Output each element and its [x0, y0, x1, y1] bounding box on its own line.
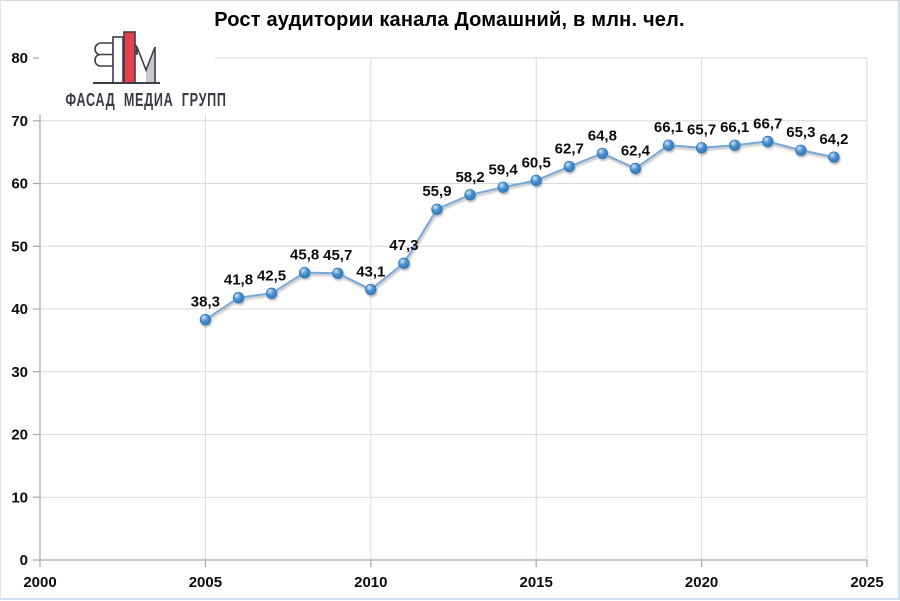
data-series — [199, 135, 840, 326]
x-tick-label: 2005 — [189, 574, 222, 591]
data-point-marker — [662, 139, 675, 151]
data-point-marker — [629, 162, 642, 175]
data-point-marker — [828, 151, 840, 163]
y-tick-label: 30 — [11, 364, 28, 381]
data-point-marker — [365, 283, 377, 296]
data-point-label: 62,7 — [555, 141, 584, 158]
data-point-label: 66,1 — [654, 119, 683, 136]
data-point-marker — [762, 135, 774, 148]
y-tick-label: 70 — [11, 113, 28, 130]
data-point-label: 66,1 — [720, 119, 749, 136]
y-tick-label: 80 — [11, 50, 28, 67]
chart-line — [204, 140, 835, 321]
gridlines — [40, 57, 868, 560]
data-point-labels: 38,341,8 42,545,8 45,743,147,3 55,958,2 59,4… — [191, 115, 849, 310]
axes — [33, 57, 868, 567]
chart-title: Рост аудитории канала Домашний, в млн. ч… — [214, 9, 685, 31]
data-point-label: 41,8 — [224, 272, 253, 289]
data-point-label: 66,7 — [753, 115, 782, 132]
y-tick-label: 10 — [11, 489, 28, 506]
y-tick-label: 50 — [11, 238, 28, 255]
y-tick-label: 20 — [11, 427, 28, 444]
x-tick-label: 2020 — [685, 574, 718, 591]
data-point-marker — [265, 287, 278, 299]
data-point-marker — [232, 292, 245, 304]
data-point-marker — [298, 266, 311, 279]
data-point-marker — [398, 257, 410, 269]
data-point-marker — [795, 144, 807, 156]
data-point-marker — [431, 203, 443, 215]
data-point-marker — [332, 267, 344, 279]
data-point-label: 60,5 — [522, 154, 551, 171]
data-point-label: 65,7 — [687, 122, 716, 139]
data-point-label: 55,9 — [422, 183, 451, 200]
logo-text: ФАСАД МЕДИА ГРУПП — [65, 90, 227, 110]
logo-monogram-icon — [93, 31, 160, 84]
x-tick-label: 2000 — [23, 574, 56, 591]
data-point-label: 45,8 — [290, 247, 319, 264]
x-tick-label: 2015 — [520, 574, 553, 591]
data-point-label: 62,4 — [621, 142, 651, 159]
data-point-marker — [464, 189, 476, 201]
x-tick-label: 2010 — [354, 574, 387, 591]
data-point-label: 45,7 — [323, 247, 352, 264]
data-point-marker — [563, 160, 575, 173]
data-point-label: 43,1 — [356, 264, 385, 281]
data-point-label: 58,2 — [455, 169, 484, 186]
data-point-label: 59,4 — [489, 161, 519, 178]
data-point-marker — [497, 181, 509, 193]
data-point-marker — [530, 174, 542, 187]
data-point-marker — [596, 147, 609, 160]
data-point-marker — [729, 139, 741, 151]
data-point-marker — [199, 314, 212, 326]
x-tick-label: 2025 — [850, 574, 883, 591]
data-point-label: 64,2 — [819, 131, 848, 148]
data-point-label: 64,8 — [588, 127, 617, 144]
data-point-label: 38,3 — [191, 294, 220, 311]
data-point-label: 47,3 — [389, 237, 418, 254]
axis-tick-labels: 0 10 20 30 40 50 60 70 80 2000 2005 2010 2015 2020 202… — [11, 50, 883, 591]
data-point-label: 65,3 — [786, 124, 815, 141]
data-point-label: 42,5 — [257, 267, 286, 284]
y-tick-label: 40 — [11, 301, 28, 318]
y-tick-label: 0 — [20, 552, 28, 569]
data-point-marker — [695, 142, 708, 154]
fasad-media-group-logo: ФАСАД МЕДИА ГРУПП — [39, 31, 227, 114]
y-tick-label: 60 — [11, 176, 28, 193]
